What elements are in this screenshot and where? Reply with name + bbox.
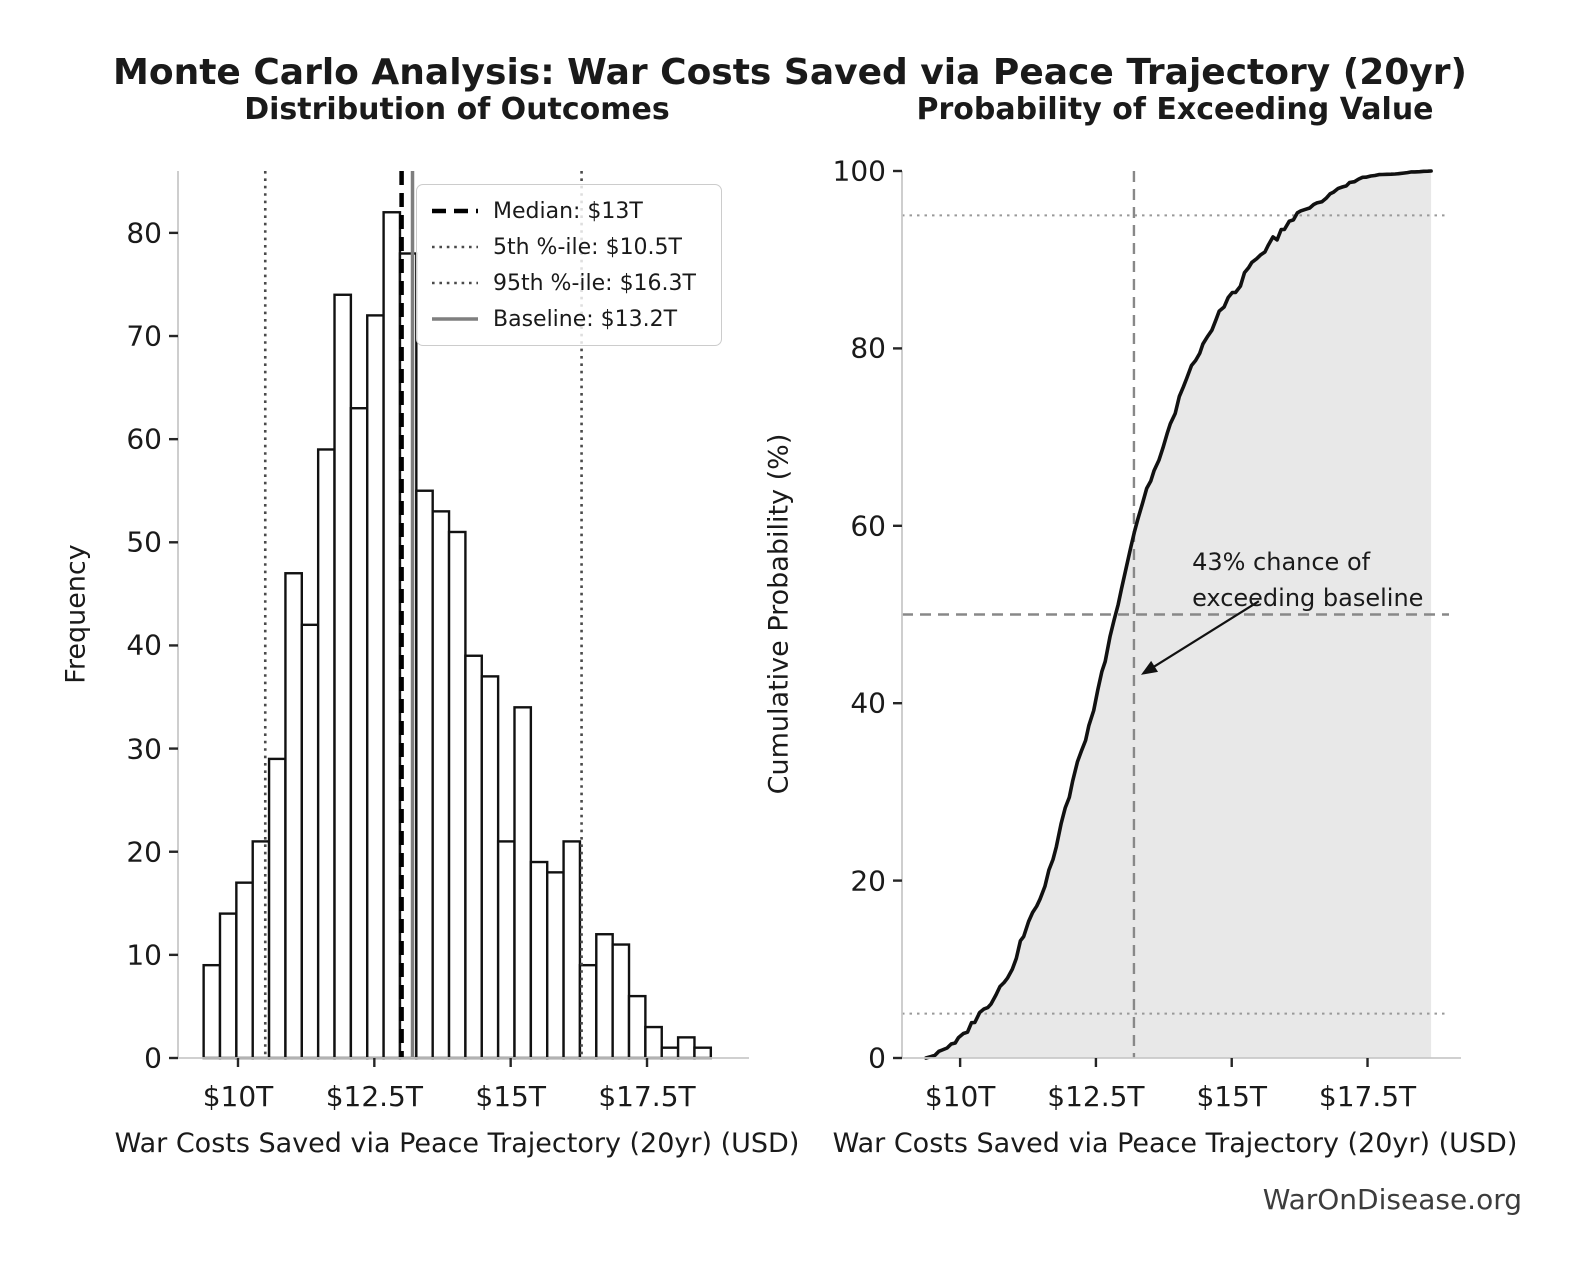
right-x-tick-label: $15T	[1196, 1080, 1267, 1113]
histogram-bar	[496, 840, 516, 1060]
histogram-bar	[333, 293, 353, 1060]
legend-label: 95th %-ile: $16.3T	[493, 270, 696, 296]
histogram-bar	[611, 943, 631, 1060]
histogram-bar	[349, 407, 369, 1060]
legend-item-baseline: Baseline: $13.2T	[431, 301, 707, 337]
histogram-bar	[316, 448, 336, 1060]
legend-label: Median: $13T	[493, 198, 643, 224]
histogram-bar	[644, 1025, 663, 1060]
histogram-bar	[382, 211, 402, 1060]
exceedance-annotation: 43% chance of exceeding baseline	[1192, 544, 1423, 616]
right-y-tick-label: 100	[832, 154, 886, 188]
left-y-tick-label: 70	[126, 319, 162, 353]
left-y-tick-label: 0	[144, 1041, 162, 1075]
legend-label: Baseline: $13.2T	[493, 306, 678, 332]
histogram-bar	[431, 510, 451, 1060]
right-y-tick-label: 20	[850, 864, 886, 898]
right-x-axis-label: War Costs Saved via Peace Trajectory (20…	[832, 1128, 1518, 1159]
annotation-line-2: exceeding baseline	[1192, 583, 1424, 612]
histogram-bar	[627, 994, 647, 1060]
histogram-bar	[218, 912, 238, 1060]
right-y-tick-label: 80	[850, 331, 886, 365]
right-chart-title: Probability of Exceeding Value	[916, 92, 1434, 127]
histogram-bar	[562, 840, 582, 1060]
left-y-tick-label: 30	[126, 732, 162, 766]
right-x-tick-label: $10T	[924, 1080, 996, 1113]
left-x-tick-label: $10T	[202, 1080, 274, 1113]
baseline-line-sample-icon	[432, 317, 478, 321]
histogram-bar	[660, 1046, 680, 1060]
p95-line-sample-icon	[432, 281, 478, 285]
median-line-sample-icon	[432, 208, 478, 214]
histogram-bar	[480, 675, 500, 1060]
left-y-tick-label: 50	[126, 525, 162, 559]
annotation-line-1: 43% chance of	[1192, 547, 1371, 576]
right-y-tick-label: 40	[850, 686, 886, 720]
left-x-tick-label: $17.5T	[598, 1080, 696, 1113]
histogram-bar	[693, 1046, 713, 1060]
cdf-curve	[924, 169, 1433, 1060]
left-y-tick-label: 60	[126, 422, 162, 456]
right-y-tick-label: 60	[850, 509, 886, 543]
left-y-axis-label: Frequency	[60, 544, 92, 684]
main-title: Monte Carlo Analysis: War Costs Saved vi…	[113, 52, 1467, 93]
histogram-bar	[513, 706, 533, 1060]
histogram-bar	[447, 530, 467, 1060]
right-x-tick-label: $12.5T	[1047, 1080, 1145, 1113]
right-x-tick-label: $17.5T	[1318, 1080, 1417, 1113]
histogram-bar	[202, 963, 222, 1060]
left-x-tick-label: $12.5T	[325, 1080, 423, 1113]
annotation-arrow-line	[1150, 600, 1260, 670]
histogram-bar	[676, 1036, 696, 1060]
histogram-bar	[415, 489, 434, 1060]
p5-line-sample-icon	[432, 245, 478, 249]
histogram-bar	[235, 881, 254, 1060]
histogram-bar	[595, 933, 614, 1060]
left-chart-title: Distribution of Outcomes	[244, 92, 670, 127]
left-x-axis-label: War Costs Saved via Peace Trajectory (20…	[114, 1128, 800, 1159]
annotation-arrowhead-icon	[1141, 660, 1159, 675]
histogram-bar	[546, 871, 565, 1060]
histogram-bar	[267, 757, 287, 1060]
left-y-tick-label: 10	[126, 938, 162, 972]
legend-item-median: Median: $13T	[431, 193, 707, 229]
histogram-bar	[300, 623, 320, 1060]
histogram-bar	[464, 654, 483, 1060]
legend-item-p5: 5th %-ile: $10.5T	[431, 229, 707, 265]
right-y-axis-label: Cumulative Probability (%)	[763, 433, 795, 795]
legend-label: 5th %-ile: $10.5T	[493, 234, 682, 260]
histogram-bar	[284, 572, 303, 1060]
histogram-bar	[529, 860, 549, 1060]
histogram-bar	[366, 314, 385, 1060]
footer-credit: WarOnDisease.org	[1262, 1183, 1522, 1216]
left-y-tick-label: 40	[126, 628, 162, 662]
right-y-tick-label: 0	[868, 1041, 886, 1075]
legend-item-p95: 95th %-ile: $16.3T	[431, 265, 707, 301]
left-x-tick-label: $15T	[475, 1080, 546, 1113]
histogram-bar	[251, 840, 271, 1060]
legend: Median: $13T 5th %-ile: $10.5T 95th %-il…	[416, 184, 722, 346]
left-y-tick-label: 80	[126, 216, 162, 250]
left-y-tick-label: 20	[126, 835, 162, 869]
